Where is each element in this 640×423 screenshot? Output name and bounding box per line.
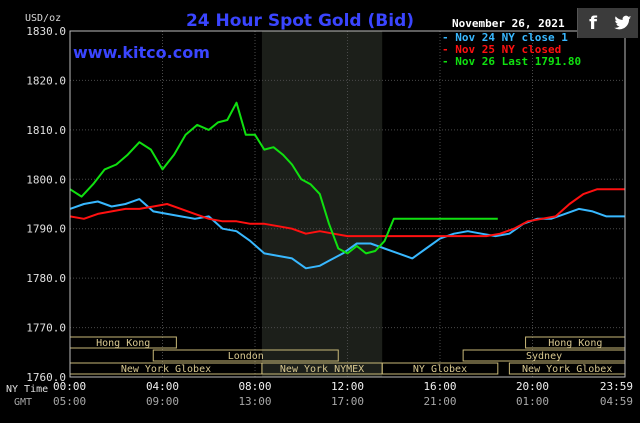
x-tick-label-ny: 23:59 xyxy=(600,380,633,393)
legend-entry: - Nov 25 NY closed xyxy=(442,43,561,56)
y-tick-label: 1770.0 xyxy=(26,322,66,335)
x-tick-label-gmt: 04:59 xyxy=(600,395,633,408)
x-row-label-gmt: GMT xyxy=(14,397,32,408)
session-label: New York Globex xyxy=(121,364,211,375)
facebook-share-button[interactable]: f xyxy=(577,8,608,38)
twitter-share-button[interactable] xyxy=(608,8,638,38)
legend-entry: - Nov 24 NY close 1 xyxy=(442,31,568,44)
x-tick-label-gmt: 13:00 xyxy=(238,395,271,408)
twitter-icon xyxy=(614,15,632,30)
x-tick-label-ny: 12:00 xyxy=(331,380,364,393)
x-tick-label-ny: 16:00 xyxy=(423,380,456,393)
session-bar xyxy=(152,349,339,362)
session-label: Sydney xyxy=(526,351,562,362)
chart-title: 24 Hour Spot Gold (Bid) xyxy=(186,11,414,31)
plot-border xyxy=(69,30,626,378)
x-tick-label-gmt: 09:00 xyxy=(146,395,179,408)
x-tick-label-ny: 08:00 xyxy=(238,380,271,393)
y-unit-label: USD/oz xyxy=(25,13,61,24)
session-label: Hong Kong xyxy=(548,338,602,349)
y-tick-label: 1830.0 xyxy=(26,25,66,38)
y-tick-label: 1780.0 xyxy=(26,272,66,285)
date-label: November 26, 2021 xyxy=(452,17,565,30)
x-row-label-ny: NY Time xyxy=(6,384,48,395)
series-line xyxy=(69,188,625,238)
x-tick-label-ny: 20:00 xyxy=(516,380,549,393)
y-tick-label: 1810.0 xyxy=(26,124,66,137)
x-tick-label-gmt: 17:00 xyxy=(331,395,364,408)
x-tick-label-ny: 00:00 xyxy=(53,380,86,393)
session-label: Hong Kong xyxy=(96,338,150,349)
session-bar xyxy=(381,362,499,375)
session-label: New York NYMEX xyxy=(280,364,364,375)
y-tick-label: 1800.0 xyxy=(26,173,66,186)
session-label: New York Globex xyxy=(522,364,612,375)
watermark-text: www.kitco.com xyxy=(73,43,210,62)
x-tick-label-gmt: 05:00 xyxy=(53,395,86,408)
facebook-icon: f xyxy=(589,12,597,34)
y-tick-label: 1790.0 xyxy=(26,223,66,236)
x-tick-label-ny: 04:00 xyxy=(146,380,179,393)
legend-entry: - Nov 26 Last 1791.80 xyxy=(442,55,581,68)
y-tick-label: 1820.0 xyxy=(26,74,66,87)
x-tick-label-gmt: 01:00 xyxy=(516,395,549,408)
session-label: London xyxy=(228,351,264,362)
x-tick-label-gmt: 21:00 xyxy=(423,395,456,408)
series-line xyxy=(69,101,498,255)
session-label: NY Globex xyxy=(413,364,467,375)
y-tick-label: 1760.0 xyxy=(26,371,66,384)
